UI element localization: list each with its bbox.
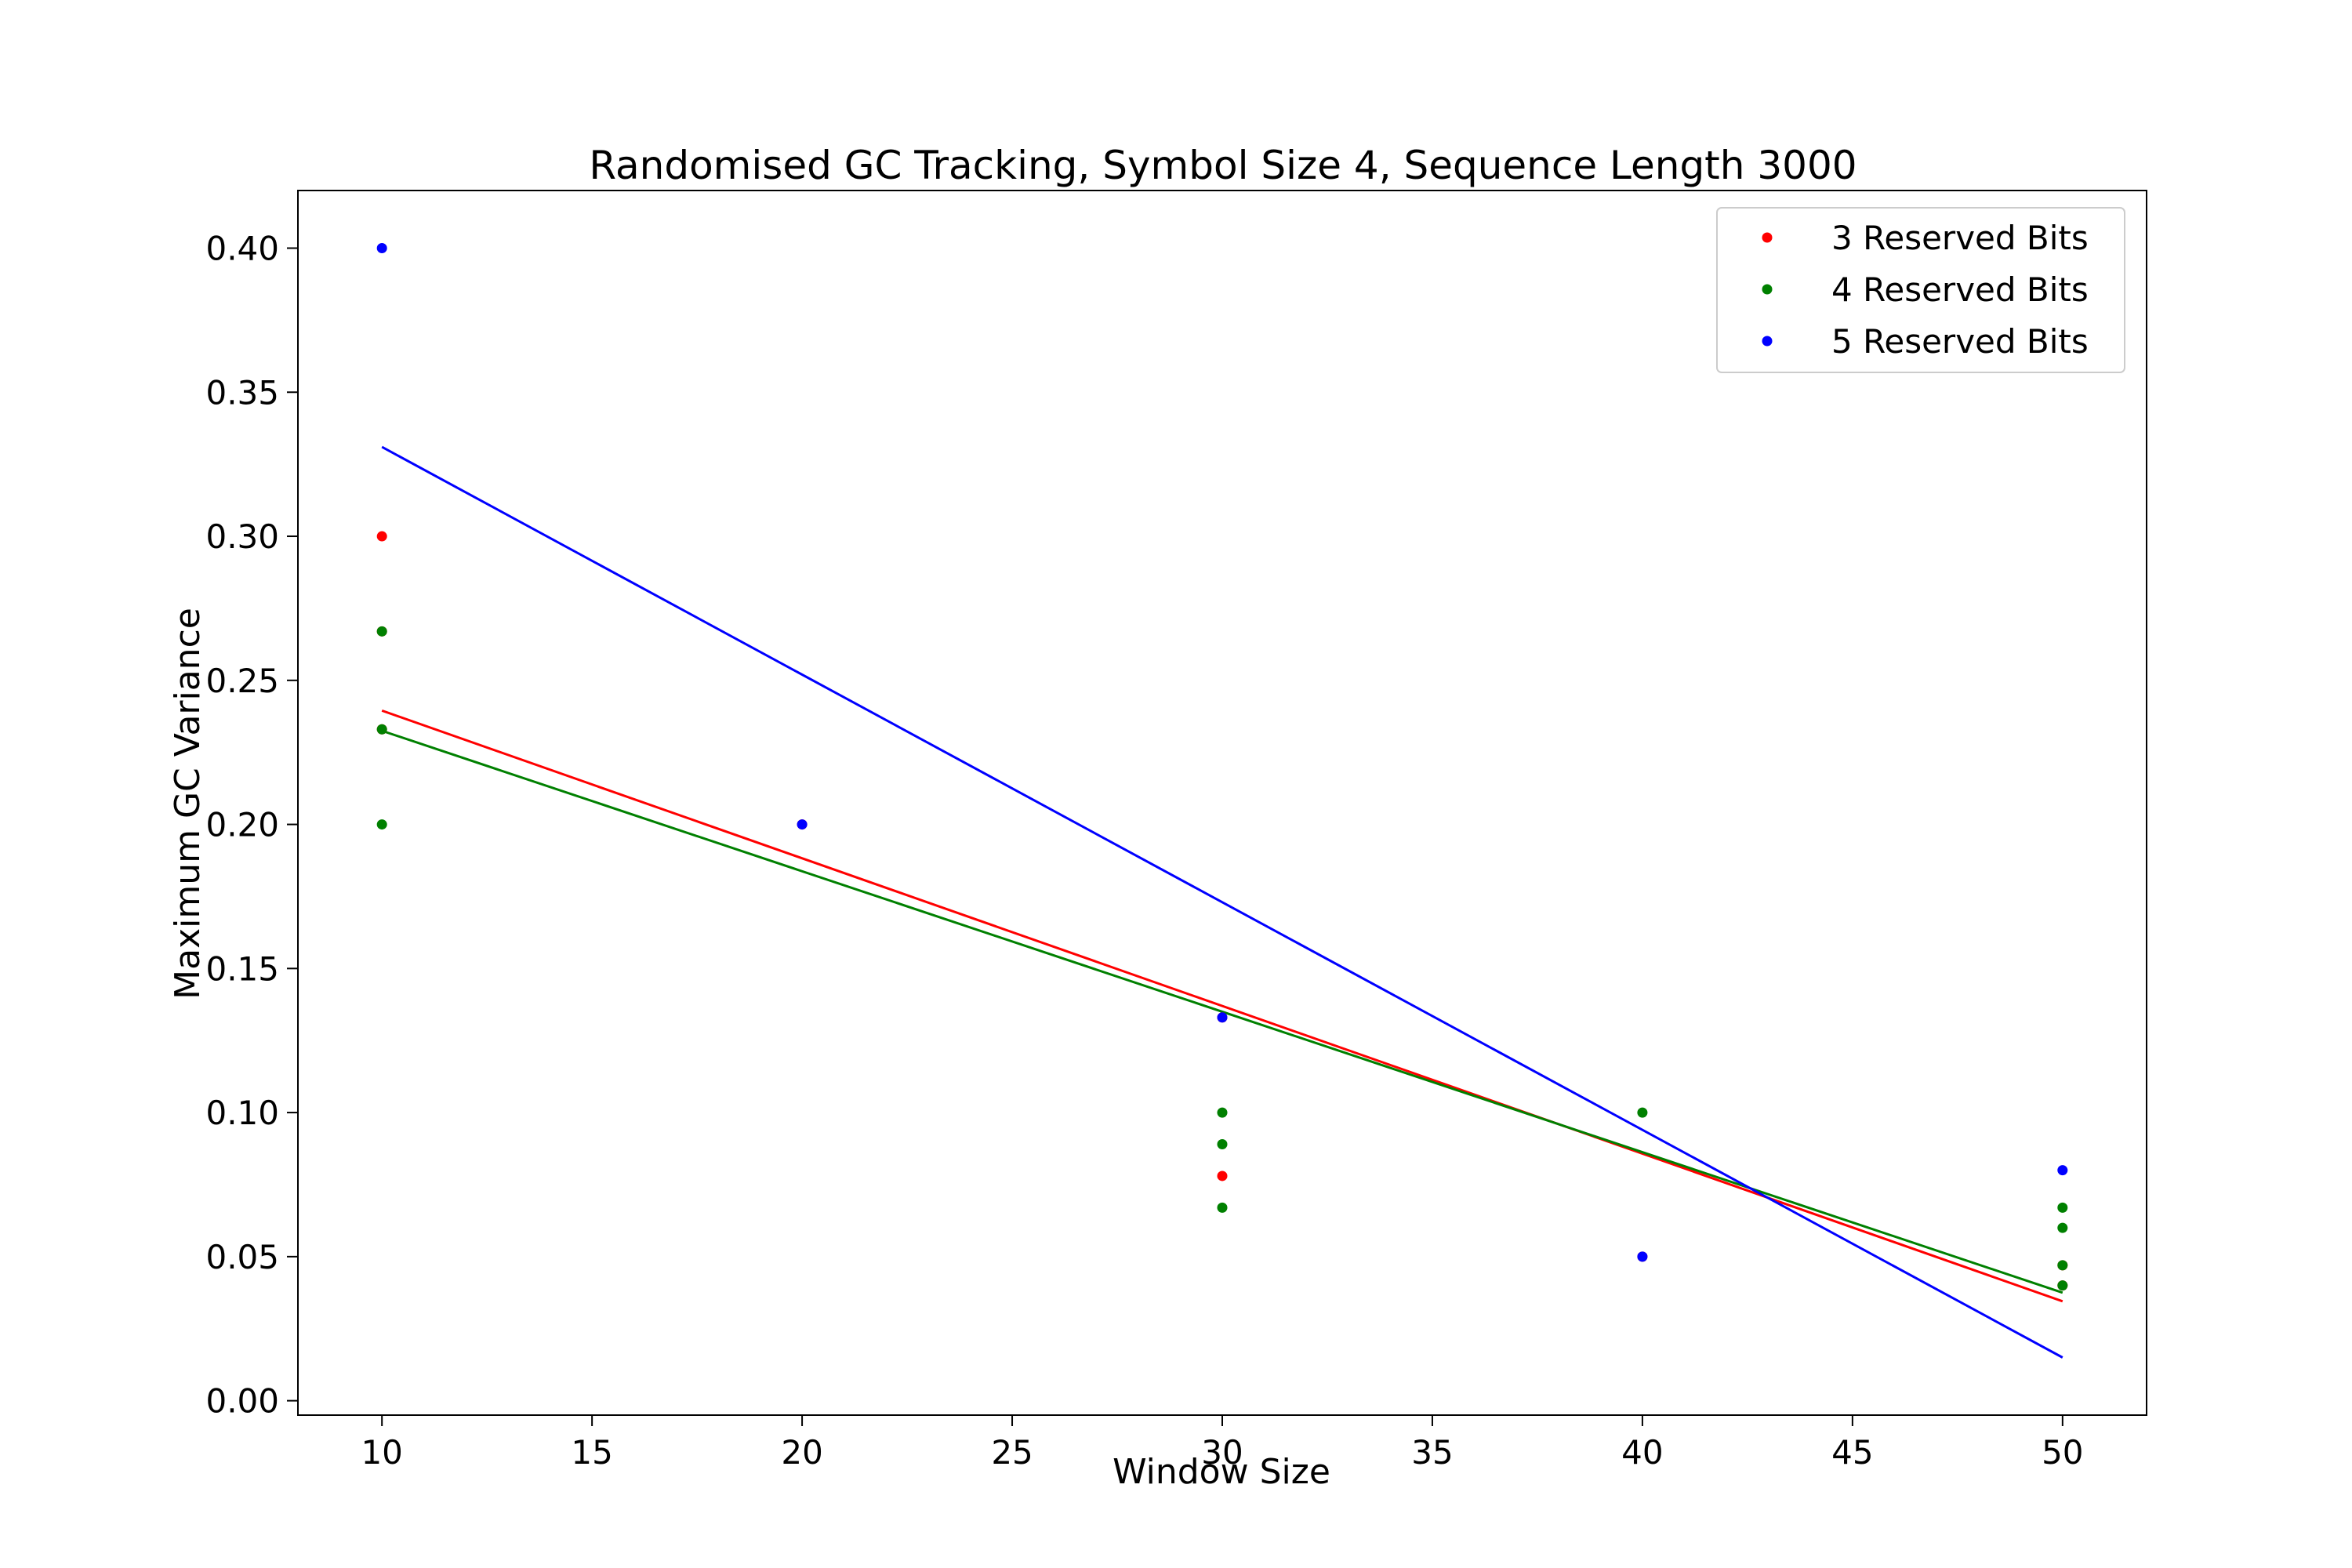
- x-tick-label: 20: [781, 1433, 822, 1472]
- plot-area: 10 15 20 25 30 35 40 45 50 0.00 0.05 0.10 0.15 0.20 0.…: [205, 190, 2147, 1472]
- data-point: [376, 819, 387, 830]
- data-point: [376, 531, 387, 542]
- data-point: [1637, 1251, 1648, 1262]
- fit-line: [381, 729, 2063, 1294]
- x-tick-label: 25: [991, 1433, 1033, 1472]
- data-point: [2057, 1222, 2068, 1233]
- chart-title: Randomised GC Tracking, Symbol Size 4, S…: [589, 143, 1857, 188]
- legend-marker: [1762, 284, 1773, 295]
- y-tick-label: 0.30: [205, 517, 279, 556]
- y-tick-label: 0.00: [205, 1382, 279, 1421]
- data-point: [1217, 1012, 1228, 1023]
- y-tick-label: 0.20: [205, 806, 279, 844]
- legend-marker: [1762, 232, 1773, 243]
- y-tick-label: 0.40: [205, 230, 279, 268]
- legend-marker: [1762, 336, 1773, 347]
- data-point: [2057, 1202, 2068, 1213]
- data-point: [1217, 1171, 1228, 1181]
- legend-label: 5 Reserved Bits: [1831, 322, 2089, 361]
- x-tick-label: 30: [1201, 1433, 1243, 1472]
- data-point: [1217, 1202, 1228, 1213]
- x-tick-label: 10: [361, 1433, 402, 1472]
- x-axis-label: Window Size: [1112, 1452, 1330, 1492]
- data-point: [376, 626, 387, 637]
- x-tick-label: 50: [2042, 1433, 2083, 1472]
- y-tick-label: 0.15: [205, 949, 279, 988]
- y-tick-label: 0.05: [205, 1238, 279, 1276]
- fit-line: [381, 445, 2063, 1359]
- data-point: [1637, 1107, 1648, 1118]
- legend-label: 3 Reserved Bits: [1831, 219, 2089, 257]
- x-tick-label: 40: [1621, 1433, 1663, 1472]
- y-tick-label: 0.35: [205, 373, 279, 412]
- x-tick-label: 45: [1831, 1433, 1873, 1472]
- x-tick-label: 15: [571, 1433, 612, 1472]
- data-point: [2057, 1165, 2068, 1176]
- y-tick-label: 0.25: [205, 662, 279, 700]
- data-point: [2057, 1280, 2068, 1291]
- plot-frame: [297, 190, 2147, 1416]
- data-point: [376, 243, 387, 254]
- data-point: [1217, 1107, 1228, 1118]
- data-point: [2057, 1260, 2068, 1271]
- legend-label: 4 Reserved Bits: [1831, 270, 2089, 309]
- legend: 3 Reserved Bits 4 Reserved Bits 5 Reserved…: [1716, 207, 2125, 373]
- data-point: [1217, 1139, 1228, 1150]
- legend-box: [1716, 207, 2125, 373]
- fit-line: [381, 709, 2063, 1303]
- x-tick-label: 35: [1411, 1433, 1453, 1472]
- data-point: [797, 819, 808, 830]
- data-point: [376, 724, 387, 735]
- y-tick-label: 0.10: [205, 1094, 279, 1132]
- y-axis-label: Maximum GC Variance: [168, 608, 208, 1000]
